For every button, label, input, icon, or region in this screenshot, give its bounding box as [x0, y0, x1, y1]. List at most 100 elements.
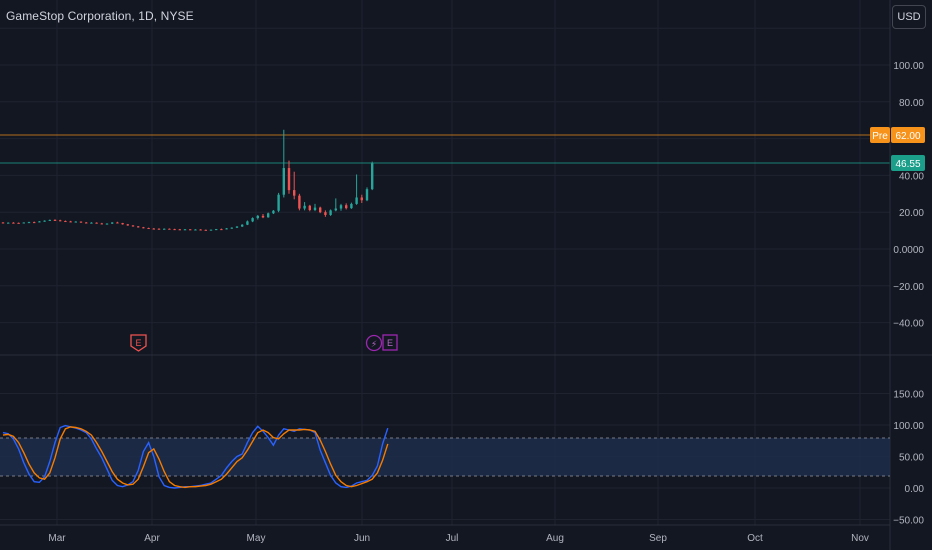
candle-body	[48, 219, 51, 221]
candle-body	[69, 221, 72, 223]
candle-body	[298, 195, 301, 209]
price-tick-label: 100.00	[893, 61, 924, 72]
candle-body	[7, 222, 10, 224]
candle-body	[261, 215, 265, 218]
osc-tick-label: −50.00	[893, 516, 924, 527]
price-grid	[0, 27, 890, 324]
candle-body	[365, 189, 369, 201]
candle-body	[157, 228, 161, 230]
candle-body	[100, 223, 103, 225]
time-tick-label: Mar	[48, 533, 66, 544]
candle-body	[215, 229, 218, 231]
price-tick-label: −40.00	[893, 319, 924, 330]
earnings-label: E	[135, 338, 141, 348]
candle-body	[22, 222, 25, 224]
stoch-d-line	[2, 426, 389, 489]
candle-body	[90, 222, 93, 224]
candle-body	[27, 222, 31, 224]
dividend-icon: ⚡	[371, 339, 377, 349]
candle-body	[209, 229, 213, 231]
candle-body	[163, 228, 166, 230]
symbol-title[interactable]: GameStop Corporation, 1D, NYSE	[6, 9, 194, 23]
pre-market-tag: Pre 62.00	[870, 127, 925, 143]
candle-body	[43, 220, 46, 222]
price-tick-label: −20.00	[893, 282, 924, 293]
time-tick-label: Jul	[446, 533, 459, 544]
candle-body	[168, 228, 171, 230]
candle-body	[178, 229, 181, 231]
candle-body	[272, 210, 275, 214]
pre-market-label: Pre	[872, 131, 888, 142]
osc-tick-label: 0.00	[905, 484, 925, 495]
last-price: 46.55	[895, 159, 920, 170]
oscillator-axis[interactable]: 150.00 100.00 50.00 0.00 −50.00	[893, 390, 924, 527]
candle-body	[251, 218, 254, 222]
candle-body	[287, 168, 291, 191]
candle-body	[256, 215, 259, 219]
earnings-event-marker[interactable]: E	[130, 334, 147, 352]
candle-body	[116, 222, 119, 224]
candle-body	[137, 226, 140, 228]
time-tick-label: May	[247, 533, 266, 544]
price-tick-label: 20.00	[899, 208, 924, 219]
candle-body	[59, 220, 62, 222]
candle-body	[345, 205, 348, 209]
earnings-label-2: E	[387, 338, 393, 348]
candle-body	[183, 229, 187, 231]
price-tick-label: 80.00	[899, 98, 924, 109]
candle-body	[371, 163, 374, 190]
price-tick-label: 40.00	[899, 171, 924, 182]
candle-body	[33, 222, 36, 224]
last-price-tag: 46.55	[891, 155, 925, 171]
price-tick-label: 0.0000	[893, 245, 924, 256]
candle-body	[339, 205, 343, 209]
candle-body	[225, 228, 228, 230]
candle-body	[329, 210, 332, 215]
candle-body	[74, 221, 77, 223]
candle-body	[64, 221, 67, 223]
time-axis[interactable]: Mar Apr May Jun Jul Aug Sep Oct Nov	[48, 533, 869, 544]
pre-market-price: 62.00	[895, 131, 920, 142]
candle-body	[152, 228, 155, 230]
candle-body	[235, 226, 239, 228]
time-tick-label: Oct	[747, 533, 763, 544]
osc-tick-label: 50.00	[899, 453, 924, 464]
candle-body	[241, 224, 244, 227]
candle-body	[38, 221, 41, 223]
earnings-event-marker-2[interactable]: E	[382, 334, 398, 351]
currency-button[interactable]: USD	[892, 5, 926, 29]
candle-body	[360, 197, 363, 201]
candle-body	[189, 229, 192, 231]
candle-body	[204, 229, 207, 231]
candlestick-series	[1, 129, 374, 231]
osc-tick-label: 100.00	[893, 421, 924, 432]
candle-body	[147, 228, 150, 230]
candle-body	[355, 197, 358, 204]
price-axis[interactable]: 100.00 80.00 40.00 20.00 0.0000 −20.00 −40.00	[893, 61, 924, 330]
candle-body	[111, 222, 114, 224]
candle-body	[230, 227, 233, 229]
candle-body	[246, 221, 249, 225]
candle-body	[142, 227, 145, 229]
candle-body	[293, 190, 296, 196]
candle-body	[303, 205, 306, 209]
candle-body	[1, 222, 5, 224]
candle-body	[12, 222, 15, 224]
candle-body	[324, 212, 327, 215]
time-tick-label: Aug	[546, 533, 564, 544]
candle-body	[79, 221, 83, 223]
time-tick-label: Jun	[354, 533, 370, 544]
candle-body	[17, 222, 20, 224]
candle-body	[313, 207, 317, 210]
dividend-event-marker[interactable]: ⚡	[365, 334, 383, 352]
candle-body	[267, 213, 270, 218]
stoch-band	[0, 438, 890, 476]
candle-body	[220, 229, 223, 231]
candle-body	[173, 229, 176, 231]
time-tick-label: Apr	[144, 533, 160, 544]
osc-tick-label: 150.00	[893, 390, 924, 401]
candle-body	[319, 207, 322, 213]
candle-body	[85, 222, 88, 224]
stochastic-series	[2, 424, 389, 489]
